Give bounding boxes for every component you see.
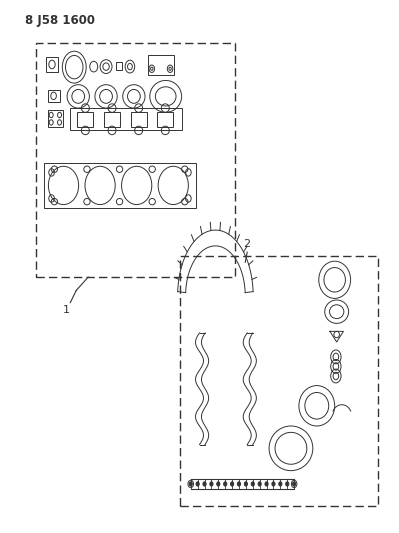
Bar (70, 108, 182, 131)
Ellipse shape (272, 482, 275, 486)
Text: 2: 2 (243, 239, 250, 249)
Bar (104, 112, 120, 127)
Bar (131, 112, 146, 127)
Ellipse shape (210, 482, 213, 486)
Text: 1: 1 (63, 305, 70, 315)
Ellipse shape (237, 482, 241, 486)
Ellipse shape (279, 482, 282, 486)
Ellipse shape (217, 482, 220, 486)
Bar (157, 112, 173, 127)
Bar (46, 56, 57, 72)
Bar (116, 62, 122, 70)
Ellipse shape (292, 482, 296, 486)
Ellipse shape (265, 482, 268, 486)
Bar (44, 163, 196, 208)
Ellipse shape (189, 482, 192, 486)
Ellipse shape (258, 482, 261, 486)
Bar (77, 112, 93, 127)
Ellipse shape (203, 482, 206, 486)
Ellipse shape (196, 482, 199, 486)
Ellipse shape (244, 482, 247, 486)
Ellipse shape (231, 482, 234, 486)
Ellipse shape (286, 482, 289, 486)
Bar (180, 256, 378, 506)
Text: 8 J58 1600: 8 J58 1600 (25, 14, 95, 27)
Bar (148, 55, 174, 75)
Ellipse shape (223, 482, 227, 486)
Bar (47, 110, 63, 127)
Bar (36, 43, 235, 277)
Bar (47, 90, 59, 102)
Ellipse shape (251, 482, 255, 486)
